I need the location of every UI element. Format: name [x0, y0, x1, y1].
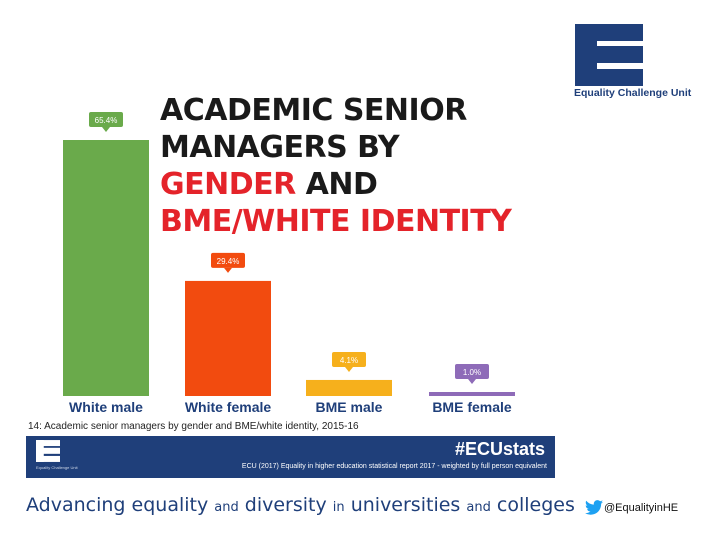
category-label: White male [69, 399, 143, 415]
value-badge-pointer [345, 366, 353, 372]
category-label: White female [185, 399, 272, 415]
tagline-w3: diversity [244, 494, 327, 516]
title-line-2: MANAGERS BY [160, 130, 400, 165]
tagline-w4: in [332, 500, 345, 515]
value-label: 65.4% [95, 116, 118, 125]
value-badge-pointer [468, 379, 476, 384]
tagline: Advancing equality and diversity in univ… [26, 494, 575, 516]
value-badge-pointer [224, 267, 232, 273]
title-line-3-dark: AND [295, 167, 378, 202]
ecu-logo [575, 24, 643, 86]
value-badge [89, 112, 123, 127]
bar-white-male [63, 140, 149, 396]
title-line-1: ACADEMIC SENIOR [160, 93, 467, 128]
logo-caption: Equality Challenge Unit [574, 87, 692, 99]
value-badge [455, 364, 489, 379]
category-label: BME male [316, 399, 383, 415]
chart-title: ACADEMIC SENIOR MANAGERS BY GENDER AND B… [160, 92, 512, 240]
value-badge [332, 351, 366, 367]
value-label: 1.0% [463, 368, 481, 377]
tagline-w5: universities [350, 494, 461, 516]
ecu-banner: Equality Challenge Unit #ECUstats ECU (2… [26, 436, 555, 478]
figure-caption: 14: Academic senior managers by gender a… [28, 421, 359, 432]
bar-white-female [185, 280, 271, 396]
tagline-w2: and [214, 500, 239, 515]
title-line-3-red: GENDER [160, 167, 296, 202]
hashtag: #ECUstats [454, 439, 545, 459]
source-note: ECU (2017) Equality in higher education … [241, 463, 547, 470]
banner-logo [36, 440, 60, 462]
twitter-handle[interactable]: @EqualityinHE [604, 502, 679, 514]
tagline-w6: and [466, 500, 491, 515]
value-label: 4.1% [340, 356, 358, 365]
value-label: 29.4% [217, 257, 240, 266]
tagline-w7: colleges [496, 494, 575, 516]
bar-bme-female [429, 392, 515, 396]
title-line-4: BME/WHITE IDENTITY [160, 204, 512, 239]
tagline-w1: Advancing equality [26, 494, 209, 516]
value-badge [211, 252, 245, 268]
category-label: BME female [432, 399, 512, 415]
banner-logo-caption: Equality Challenge Unit [36, 465, 78, 470]
twitter-bird-icon[interactable] [585, 500, 603, 515]
bar-bme-male [306, 379, 392, 396]
value-badge-pointer [102, 127, 110, 132]
